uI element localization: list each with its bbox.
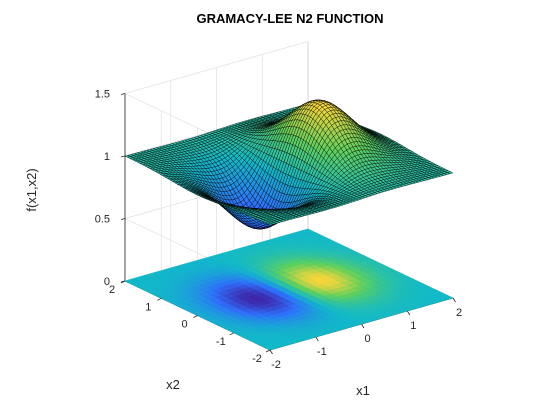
x-tick-label: 0 [364,333,370,345]
chart-title: GRAMACY-LEE N2 FUNCTION [196,11,383,26]
x-tick [315,336,319,342]
z-tick-label: 1.5 [95,89,110,101]
y-tick [193,315,198,318]
y-tick [157,297,162,301]
contour-cell [439,294,454,301]
z-tick-label: 0 [104,276,110,288]
z-tick [120,280,126,283]
y-tick-label: 0 [181,319,187,331]
y-tick-label: -1 [216,336,226,348]
projected-contour [124,228,454,351]
y-tick [265,349,271,353]
z-tick [120,218,126,220]
z-tick-label: 1 [104,151,110,163]
x-tick-label: -2 [271,359,281,371]
z-tick [120,155,126,158]
x-tick-label: -1 [317,346,327,358]
y-tick [229,332,234,336]
z-axis-label: f(x1,x2) [24,168,39,211]
x-tick [269,349,273,355]
surface-mesh [124,99,454,230]
x-tick [361,323,365,329]
x-tick-label: 1 [410,320,416,332]
x-axis-label: x1 [356,383,370,398]
z-tick-label: 0.5 [95,214,110,226]
x-tick [406,310,411,316]
x-tick [452,297,456,303]
x-tick-label: 2 [456,307,462,319]
y-axis-label: x2 [166,377,180,392]
z-tick [120,93,126,95]
y-tick-label: -2 [252,353,262,365]
y-tick-label: 1 [145,301,151,313]
